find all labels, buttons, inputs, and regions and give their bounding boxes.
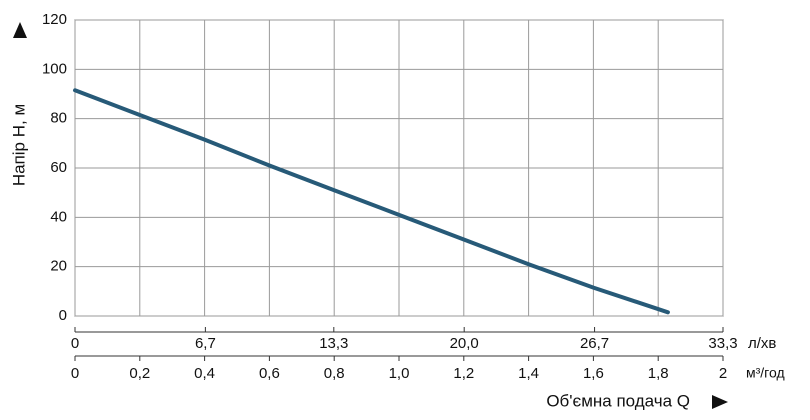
x-tick-label: 1,0 (389, 365, 410, 382)
y-tick-label: 40 (50, 208, 67, 225)
x2-unit: л/хв (748, 335, 776, 352)
curve (73, 88, 670, 315)
x-tick-label: 0 (71, 365, 79, 382)
y-tick-label: 20 (50, 258, 67, 275)
x-tick-label: 1,6 (583, 365, 604, 382)
y-tick-label: 80 (50, 110, 67, 127)
x-arrow (712, 395, 728, 409)
x-tick-label: 0,2 (129, 365, 150, 382)
x2-tick-label: 6,7 (195, 335, 216, 352)
x-tick-label: 0,4 (194, 365, 215, 382)
y-tick-label: 0 (59, 307, 67, 324)
x2-tick-label: 20,0 (450, 335, 479, 352)
y-tick-label: 60 (50, 159, 67, 176)
y-arrow (13, 22, 27, 38)
y-tick-label: 120 (42, 11, 67, 28)
y-axis-title: Напір H, м (9, 104, 28, 186)
x-tick-label: 2 (719, 365, 727, 382)
x2-tick-label: 33,3 (708, 335, 737, 352)
x-tick-label: 1,4 (518, 365, 539, 382)
x2-tick-label: 26,7 (580, 335, 609, 352)
x-tick-label: 1,2 (453, 365, 474, 382)
x2-tick-label: 13,3 (319, 335, 348, 352)
y-tick-label: 100 (42, 60, 67, 77)
x-tick-label: 1,8 (648, 365, 669, 382)
x2-tick-label: 0 (71, 335, 79, 352)
x-tick-label: 0,8 (324, 365, 345, 382)
x-axis-title: Об'ємна подача Q (546, 391, 690, 410)
x-tick-label: 0,6 (259, 365, 280, 382)
x-unit: м³/год (746, 365, 785, 381)
